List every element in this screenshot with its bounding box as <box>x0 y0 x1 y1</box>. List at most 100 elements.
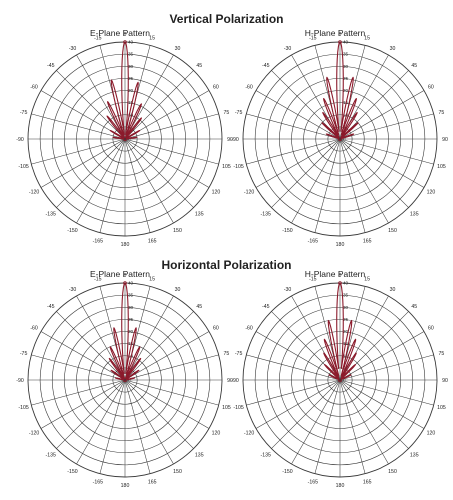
angular-gridline <box>339 138 366 233</box>
angular-gridline <box>99 379 126 474</box>
angle-tick-label: -75 <box>235 351 243 357</box>
angular-gridline <box>124 379 194 449</box>
angle-tick-label: -105 <box>18 164 28 170</box>
angular-gridline <box>99 138 126 233</box>
angular-gridline <box>76 295 126 381</box>
radial-tick-label: 20 <box>343 329 349 334</box>
radial-tick-label: 35 <box>128 293 134 298</box>
angle-tick-label: 120 <box>427 431 436 437</box>
angle-tick-label: -90 <box>231 137 239 143</box>
angular-gridline <box>76 379 126 465</box>
angular-gridline <box>246 113 341 140</box>
angle-tick-label: -60 <box>30 85 38 91</box>
angular-gridline <box>339 379 389 465</box>
angular-gridline <box>314 138 341 233</box>
radial-tick-label: 25 <box>343 76 349 81</box>
angle-tick-label: -15 <box>309 36 317 42</box>
plot-title-vertical-e-plane: E-Plane Pattern <box>89 28 150 38</box>
angle-tick-label: 60 <box>213 85 219 91</box>
angle-tick-label: 180 <box>336 242 345 248</box>
angle-tick-label: 180 <box>336 483 345 489</box>
angle-tick-label: -30 <box>284 287 292 293</box>
angle-tick-label: 90 <box>227 137 233 143</box>
angle-tick-label: -165 <box>308 479 318 485</box>
angular-gridline <box>255 138 341 188</box>
angle-tick-label: 150 <box>173 469 182 475</box>
angle-tick-label: -150 <box>67 469 77 475</box>
angle-tick-label: 60 <box>428 85 434 91</box>
angle-tick-label: -15 <box>94 36 102 42</box>
angular-gridline <box>56 311 126 381</box>
angle-tick-label: 105 <box>437 164 446 170</box>
angular-gridline <box>339 138 389 224</box>
angle-tick-label: -165 <box>93 479 103 485</box>
angular-gridline <box>124 138 151 233</box>
angular-gridline <box>339 379 366 474</box>
angle-tick-label: -135 <box>261 211 271 217</box>
angle-tick-label: -105 <box>18 405 28 411</box>
angular-gridline <box>56 138 126 208</box>
angle-tick-label: 180 <box>121 483 130 489</box>
angular-gridline <box>124 295 174 381</box>
angular-gridline <box>124 331 210 381</box>
angular-gridline <box>314 379 341 474</box>
angular-gridline <box>339 138 434 165</box>
angle-tick-label: 75 <box>224 110 230 116</box>
radial-tick-label: 0 <box>128 378 131 383</box>
angle-tick-label: -120 <box>244 431 254 437</box>
angular-gridline <box>339 379 409 449</box>
radial-tick-label: 30 <box>128 305 134 310</box>
angle-tick-label: 90 <box>227 378 233 384</box>
angle-tick-label: 60 <box>213 326 219 332</box>
polar-plot-vertical-h-plane: 0153045607590105120135150165180-165-150-… <box>231 32 448 248</box>
radial-tick-label: 40 <box>343 281 349 286</box>
angle-tick-label: 15 <box>149 36 155 42</box>
angle-tick-label: 60 <box>428 326 434 332</box>
polar-plot-horizontal-h-plane: 0153045607590105120135150165180-165-150-… <box>231 273 448 489</box>
peak-marker <box>338 281 342 285</box>
angle-tick-label: 105 <box>222 164 231 170</box>
angular-gridline <box>31 354 126 381</box>
angle-tick-label: -150 <box>67 228 77 234</box>
angle-tick-label: 165 <box>148 479 157 485</box>
angle-tick-label: 15 <box>364 277 370 283</box>
pattern-curve <box>323 282 357 382</box>
radial-tick-label: 15 <box>128 341 134 346</box>
radial-tick-label: 10 <box>128 112 134 117</box>
angle-tick-label: 75 <box>224 351 230 357</box>
peak-marker <box>123 281 127 285</box>
angle-tick-label: 120 <box>212 431 221 437</box>
radial-tick-label: 30 <box>128 64 134 69</box>
angular-gridline <box>124 138 194 208</box>
horizontal-polarization-title: Horizontal Polarization <box>161 258 292 272</box>
angle-tick-label: -105 <box>233 405 243 411</box>
angle-tick-label: -75 <box>20 351 28 357</box>
angular-gridline <box>339 354 434 381</box>
angle-tick-label: -15 <box>94 277 102 283</box>
angular-gridline <box>124 354 219 381</box>
angle-tick-label: 90 <box>442 137 448 143</box>
angular-gridline <box>255 331 341 381</box>
angle-tick-label: -165 <box>93 238 103 244</box>
angle-tick-label: 30 <box>390 46 396 52</box>
angle-tick-label: -120 <box>244 190 254 196</box>
angular-gridline <box>246 354 341 381</box>
angle-tick-label: 75 <box>439 351 445 357</box>
angle-tick-label: 15 <box>364 36 370 42</box>
radial-tick-label: 15 <box>128 100 134 105</box>
angle-tick-label: 30 <box>390 287 396 293</box>
angle-tick-label: -120 <box>29 431 39 437</box>
angular-gridline <box>339 138 425 188</box>
vertical-polarization-title: Vertical Polarization <box>169 12 284 26</box>
angle-tick-label: -75 <box>235 110 243 116</box>
angular-gridline <box>40 331 126 381</box>
angular-gridline <box>246 138 341 165</box>
angular-gridline <box>124 138 219 165</box>
angle-tick-label: 30 <box>175 287 181 293</box>
angular-gridline <box>246 379 341 406</box>
peak-marker <box>338 40 342 44</box>
angle-tick-label: -90 <box>16 137 24 143</box>
angle-tick-label: -120 <box>29 190 39 196</box>
angular-gridline <box>124 379 174 465</box>
angle-tick-label: -60 <box>30 326 38 332</box>
